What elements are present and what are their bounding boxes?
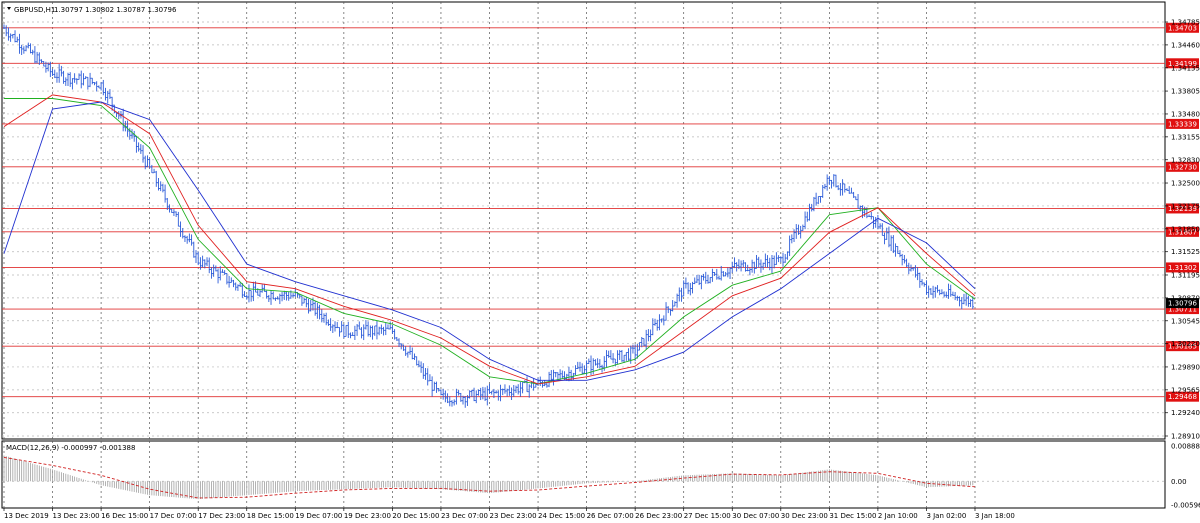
level-price-label: 1.31302	[1168, 264, 1197, 272]
ma-mid-line	[3, 94, 976, 385]
time-tick-label: 19 Dec 07:00	[295, 512, 342, 520]
level-price-tag	[1166, 22, 1199, 33]
level-price-tag	[1166, 118, 1199, 129]
macd-tick-label: 0.00	[1171, 478, 1187, 486]
price-tick-label: 1.30545	[1171, 317, 1200, 325]
level-price-label: 1.33339	[1168, 120, 1197, 128]
time-tick-label: 27 Dec 15:00	[684, 512, 731, 520]
price-tick-label: 1.32830	[1171, 156, 1200, 164]
price-tick-label: 1.30220	[1171, 340, 1200, 348]
time-tick-label: 30 Dec 23:00	[781, 512, 828, 520]
macd-histogram	[3, 455, 974, 500]
time-tick-label: 13 Dec 2019	[4, 512, 49, 520]
macd-signal-line	[3, 456, 976, 499]
time-axis: 13 Dec 2019 13 Dec 23:00 16 Dec 15:00 17 De…	[3, 508, 1015, 520]
price-tick-label: 1.33805	[1171, 88, 1200, 96]
price-tick-label: 1.29240	[1171, 409, 1200, 417]
price-tick-label: 1.29890	[1171, 363, 1200, 371]
time-tick-label: 3 Jan 18:00	[975, 512, 1015, 520]
chart-header-symbol: GBPUSD,H1	[14, 6, 55, 14]
macd-tick-label: -0.005969	[1171, 502, 1200, 510]
macd-pane[interactable]: 0.00888 0.00 -0.005969 MACD(12,26,9) -0.00…	[1, 440, 1200, 510]
ma-fast-line	[4, 98, 976, 385]
time-tick-label: 24 Dec 15:00	[538, 512, 585, 520]
macd-header: MACD(12,26,9) -0.000997 -0.001388	[6, 444, 135, 452]
price-tick-label: 1.31195	[1171, 271, 1200, 279]
price-tick-label: 1.34785	[1171, 19, 1200, 27]
level-price-label: 1.34199	[1168, 60, 1197, 68]
price-tick-label: 1.32175	[1171, 202, 1200, 210]
current-price-tag	[1166, 298, 1199, 309]
price-tick-label: 1.33480	[1171, 110, 1200, 118]
level-price-label: 1.32139	[1168, 205, 1197, 213]
price-tick-label: 1.29565	[1171, 386, 1200, 394]
time-tick-label: 23 Dec 23:00	[490, 512, 537, 520]
level-price-label: 1.32730	[1168, 163, 1197, 171]
horizontal-levels: 1.34703 1.34199 1.33339 1.32730 1.32139 1.318…	[2, 22, 1199, 402]
level-price-tag	[1166, 262, 1199, 273]
time-tick-label: 17 Dec 23:00	[198, 512, 245, 520]
price-tick-label: 1.32500	[1171, 180, 1200, 188]
time-tick-label: 2 Jan 10:00	[878, 512, 918, 520]
price-tick-label: 1.31525	[1171, 248, 1200, 256]
level-price-tag	[1166, 304, 1199, 315]
moving-averages	[3, 94, 976, 385]
level-price-label: 1.34703	[1168, 24, 1197, 32]
time-tick-label: 18 Dec 15:00	[247, 512, 294, 520]
time-tick-label: 26 Dec 07:00	[587, 512, 634, 520]
time-tick-label: 31 Dec 15:00	[829, 512, 876, 520]
current-price-label: 1.30796	[1168, 300, 1197, 308]
price-bars	[2, 24, 974, 408]
time-tick-label: 23 Dec 07:00	[441, 512, 488, 520]
level-price-tag	[1166, 226, 1199, 237]
time-tick-label: 19 Dec 23:00	[344, 512, 391, 520]
ma-slow-line	[3, 101, 976, 381]
time-tick-label: 16 Dec 15:00	[101, 512, 148, 520]
time-tick-label: 26 Dec 23:00	[635, 512, 682, 520]
price-axis: 1.34785 1.34460 1.34135 1.33805 1.33480 1.331…	[1165, 19, 1200, 441]
price-tick-label: 1.30870	[1171, 294, 1200, 302]
macd-tick-label: 0.00888	[1171, 443, 1200, 451]
time-tick-label: 17 Dec 07:00	[150, 512, 197, 520]
level-price-tag	[1166, 58, 1199, 69]
level-price-label: 1.30711	[1168, 306, 1197, 314]
main-grid	[2, 2, 1165, 439]
level-price-label: 1.31807	[1168, 228, 1197, 236]
time-tick-label: 3 Jan 02:00	[926, 512, 966, 520]
main-chart-pane[interactable]: 1.34703 1.34199 1.33339 1.32730 1.32139 1.318…	[1, 1, 1200, 441]
time-tick-label: 20 Dec 15:00	[392, 512, 439, 520]
macd-grid	[2, 441, 1165, 508]
macd-axis: 0.00888 0.00 -0.005969	[1171, 443, 1200, 510]
macd-frame	[1, 440, 1166, 509]
level-price-tag	[1166, 341, 1199, 352]
price-tick-label: 1.28910	[1171, 433, 1200, 441]
level-price-label: 1.29468	[1168, 393, 1197, 401]
price-tick-label: 1.33155	[1171, 133, 1200, 141]
level-price-label: 1.30185	[1168, 343, 1197, 351]
price-tick-label: 1.31850	[1171, 225, 1200, 233]
level-price-tag	[1166, 203, 1199, 214]
time-tick-label: 13 Dec 23:00	[53, 512, 100, 520]
time-tick-label: 30 Dec 07:00	[732, 512, 779, 520]
price-tick-label: 1.34460	[1171, 41, 1200, 49]
level-price-tag	[1166, 161, 1199, 172]
price-tick-label: 1.34135	[1171, 64, 1200, 72]
chart-menu-triangle-icon[interactable]	[7, 7, 11, 10]
chart-header-quote: 1.30797 1.30802 1.30787 1.30796	[54, 6, 177, 14]
level-price-tag	[1166, 391, 1199, 402]
